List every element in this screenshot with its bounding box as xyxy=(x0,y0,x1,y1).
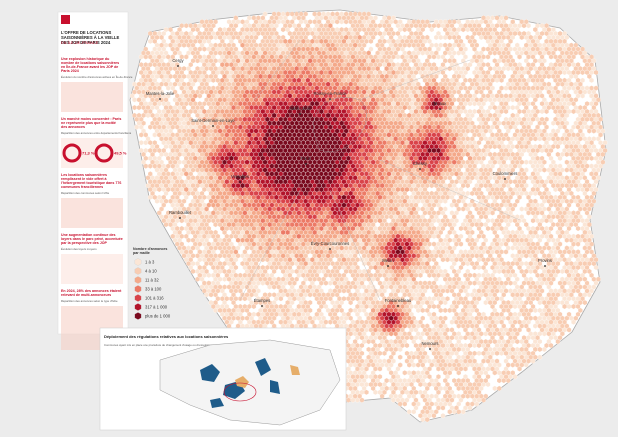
place-dot xyxy=(239,181,241,183)
places: Cergy Mantes-la-Jolie Saint-Germain-en-Lay… xyxy=(146,58,552,350)
place-dot xyxy=(305,163,307,165)
legend-label: plus de 1 000 xyxy=(145,313,171,318)
inset-title: Déploiement des régulations relatives au… xyxy=(104,334,229,339)
place-label: Étampes xyxy=(254,298,271,303)
section-graphic xyxy=(61,82,123,112)
place-dot xyxy=(159,98,161,100)
place-dot xyxy=(504,178,506,180)
place-label: Rambouillet xyxy=(169,210,192,215)
section-heading: Un marché moins concentré : Paris ne repr… xyxy=(61,117,121,129)
inset-text: Communes ayant mis en place une procédur… xyxy=(104,343,217,347)
legend-swatch xyxy=(134,294,142,302)
place-label: Cergy xyxy=(172,58,184,63)
place-dot xyxy=(439,108,441,110)
legend-label: 11 à 32 xyxy=(145,277,159,282)
section-heading: Les locations saisonnières remplissent le… xyxy=(61,173,121,189)
place-dot xyxy=(429,348,431,350)
section-text: Répartition des communes selon l'offre xyxy=(61,191,110,195)
legend-label: 33 à 100 xyxy=(145,286,162,291)
legend-swatch xyxy=(134,276,142,284)
stat: 49,5 % xyxy=(114,151,127,156)
inset-regulated-alt xyxy=(235,365,300,388)
legend-label: 4 à 10 xyxy=(145,268,157,273)
place-dot xyxy=(544,265,546,267)
legend-swatch xyxy=(134,303,142,311)
place-label: Saint-Germain-en-Laye xyxy=(191,118,235,123)
place-dot xyxy=(419,168,421,170)
place-label: Chessy xyxy=(413,161,428,166)
place-label: Évry-Courcouronnes xyxy=(311,241,349,246)
donut xyxy=(62,143,82,163)
place-dot xyxy=(299,113,301,115)
section-heading: En 2024, 28% des annonces étaient relevan… xyxy=(61,289,122,297)
legend-swatch xyxy=(134,267,142,275)
place-label: Melun xyxy=(382,258,394,263)
place-label: Provins xyxy=(538,258,552,263)
inset-map xyxy=(159,339,341,426)
place-label: Meaux xyxy=(434,101,447,106)
place-dot xyxy=(329,98,331,100)
logo xyxy=(61,15,70,24)
sidebar-sections: Une explosion historique du nombre de loc… xyxy=(61,57,133,350)
place-dot xyxy=(397,305,399,307)
donut xyxy=(94,143,114,163)
place-label: Nemours xyxy=(422,341,439,346)
legend-swatch xyxy=(134,285,142,293)
place-dot xyxy=(177,65,179,67)
legend-label: 317 à 1 000 xyxy=(145,304,168,309)
place-label: Saint-Denis xyxy=(289,106,311,111)
place-label: Paris xyxy=(301,156,311,161)
section-heading: Une augmentation continue des loyers dans… xyxy=(61,233,123,245)
place-label: Coulommiers xyxy=(493,171,518,176)
subtitle: EN ÎLE-DE-FRANCE xyxy=(61,40,99,45)
legend-title: Nombre d'annonces par maille xyxy=(133,247,167,255)
legend-swatch xyxy=(134,312,142,320)
section-heading: Une explosion historique du nombre de loc… xyxy=(61,57,119,73)
place-dot xyxy=(387,265,389,267)
place-dot xyxy=(212,125,214,127)
inset-paris xyxy=(223,382,257,402)
place-dot xyxy=(329,248,331,250)
place-label: Roissy-en-France xyxy=(313,91,347,96)
place-label: Fontainebleau xyxy=(385,298,412,303)
department-border xyxy=(239,39,521,301)
stat: 71,3 % xyxy=(82,151,95,156)
place-dot xyxy=(261,305,263,307)
place-label: Mantes-la-Jolie xyxy=(146,91,175,96)
section-graphic xyxy=(61,254,123,284)
section-graphic xyxy=(61,198,123,228)
place-label: Versailles xyxy=(231,174,249,179)
section-text: Évolution du nombre d'annonces actives e… xyxy=(61,74,133,79)
section-text: Évolution des loyers moyens xyxy=(61,246,97,251)
legend-swatch xyxy=(134,258,142,266)
legend-label: 101 à 316 xyxy=(145,295,164,300)
section-text: Répartition des annonces selon le type d… xyxy=(61,299,118,303)
legend-label: 1 à 3 xyxy=(145,259,155,264)
hex-cells xyxy=(222,100,441,321)
section-text: Répartition des annonces entre départeme… xyxy=(61,131,132,135)
place-dot xyxy=(179,217,181,219)
legend: Nombre d'annonces par maille 1 à 3 4 à 10 11… xyxy=(133,247,171,320)
hex-cells xyxy=(210,77,450,329)
title: L'OFFRE DE LOCATIONS SAISONNIÈRES À LA VE… xyxy=(61,30,119,45)
